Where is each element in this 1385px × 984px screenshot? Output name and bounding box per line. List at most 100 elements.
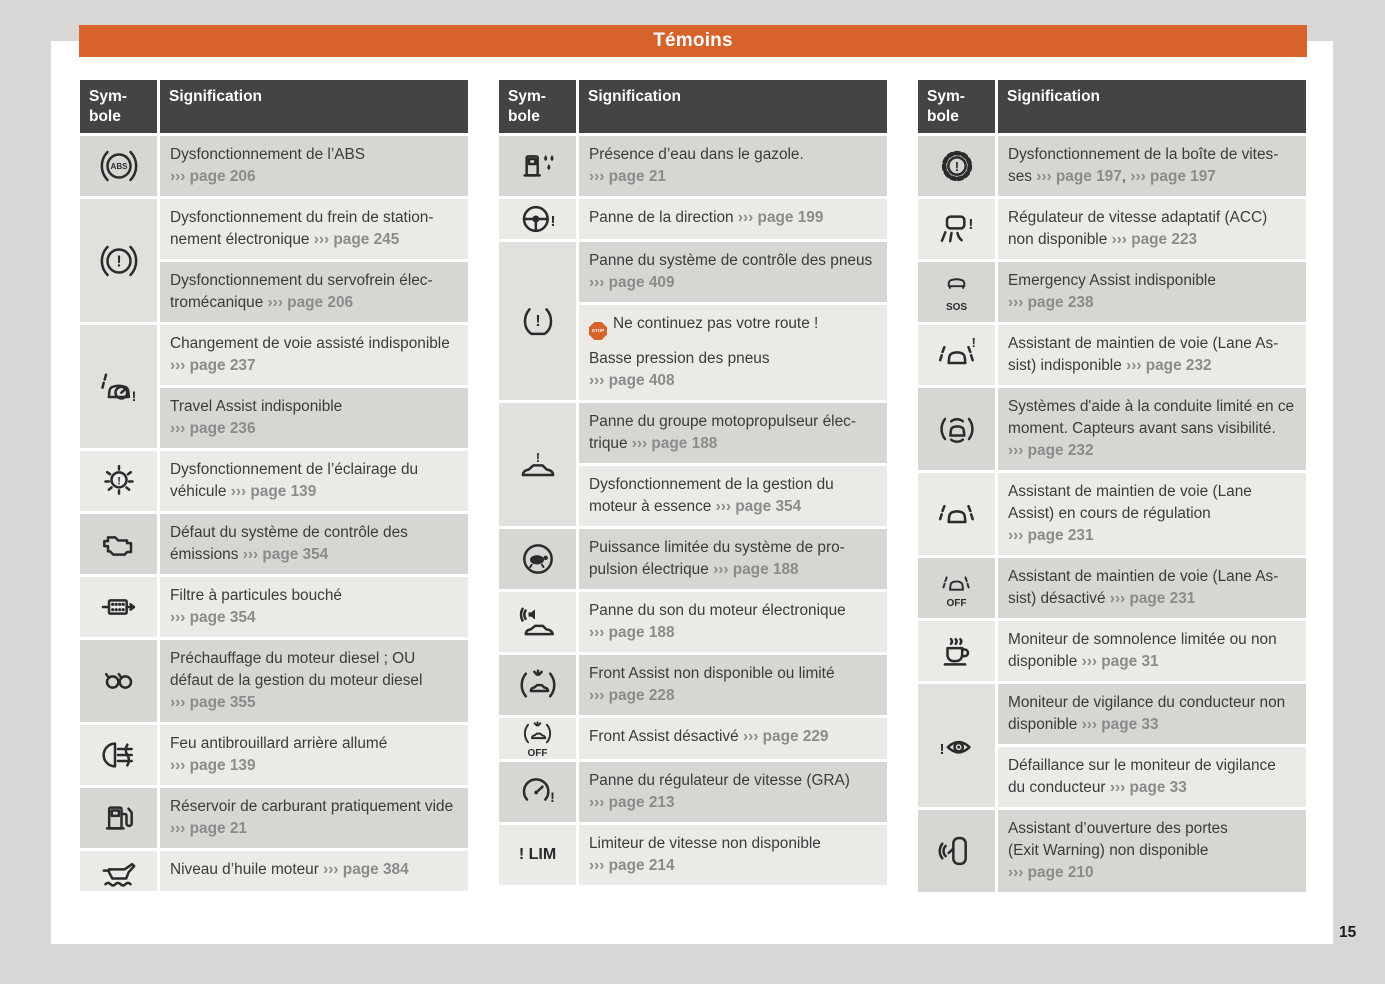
signification-cell: Dysfonctionnement du servofrein élec­tro… (160, 262, 468, 322)
description-text: Front Assist désactivé (589, 728, 743, 745)
page-reference: ››› page 384 (323, 861, 409, 878)
page-reference: ››› page 139 (170, 757, 256, 774)
rear-fog-light-icon (80, 725, 157, 785)
signification-cell: Dysfonctionnement du frein de station­ne… (160, 199, 468, 259)
svg-text:!: ! (968, 216, 973, 233)
signification-cell: Assistant de maintien de voie (Lane Assi… (998, 473, 1306, 555)
page-reference: ››› page 354 (242, 546, 329, 563)
signification-rows: Niveau d’huile moteur ››› page 384 (160, 851, 468, 891)
table-row: Systèmes d'aide à la conduite limité en … (918, 388, 1306, 470)
description-text: Moniteur de vigilance du conducteur non … (1008, 694, 1286, 733)
page-reference: ››› page 236 (170, 420, 256, 437)
description-text: Ne continuez pas votre route ! (613, 315, 819, 332)
power-limited-icon (499, 529, 576, 589)
table-row: ! Dysfonctionnement de l’éclairage du véh… (80, 451, 468, 511)
gearbox-fault-icon: ! (918, 136, 995, 196)
lane-change-assist-icon: ! (80, 325, 157, 448)
page-reference: ››› page 232 (1008, 442, 1094, 459)
page-reference: ››› page 21 (589, 168, 666, 185)
signification-rows: Panne de la direction ››› page 199 (579, 199, 887, 239)
table-row: ! Dysfonctionnement de la boîte de vites­… (918, 136, 1306, 196)
description-text: (Exit Warning) non disponible (1008, 842, 1209, 859)
signification-cell: Panne du régulateur de vitesse (GRA) ››› … (579, 762, 887, 822)
svg-text:!: ! (550, 213, 555, 230)
signification-cell: Dysfonctionnement de l’éclairage du véhi… (160, 451, 468, 511)
description-text: Changement de voie assisté indisponi­ble (170, 335, 450, 352)
description-text: Feu antibrouillard arrière allumé (170, 735, 388, 752)
table-header-row: Sym-bole Signification (499, 80, 887, 133)
table-row: Front Assist non disponible ou limité ›››… (499, 655, 887, 715)
svg-text:!: ! (116, 253, 121, 270)
table-header-row: Sym-bole Signification (80, 80, 468, 133)
signification-rows: Préchauffage du moteur diesel ; OU défau… (160, 640, 468, 722)
signification-rows: Front Assist désactivé ››› page 229 (579, 718, 887, 759)
signification-cell: Assistant de maintien de voie (Lane As­s… (998, 558, 1306, 618)
signification-rows: Puissance limitée du système de pro­puls… (579, 529, 887, 589)
table-header-row: Sym-bole Signification (918, 80, 1306, 133)
description-text: Panne de la direction (589, 209, 738, 226)
page-reference: ››› page 354 (170, 609, 256, 626)
page-reference: ››› page 206 (170, 168, 256, 185)
signification-cell: Moniteur de vigilance du conducteur non … (998, 684, 1306, 744)
svg-text:!: ! (971, 336, 975, 350)
signification-rows: Régulateur de vitesse adaptatif (ACC) no… (998, 199, 1306, 259)
front-assist-off-label: OFF (527, 748, 548, 759)
signification-rows: Panne du régulateur de vitesse (GRA) ››› … (579, 762, 887, 822)
page-reference: ››› page 188 (713, 561, 799, 578)
engine-emissions-icon (80, 514, 157, 574)
signification-rows: Présence d’eau dans le gazole. ››› page 2… (579, 136, 887, 196)
signification-rows: Emergency Assist indisponible ››› page 23… (998, 262, 1306, 322)
signification-cell: Panne du groupe motopropulseur élec­triq… (579, 403, 887, 463)
signification-rows: Moniteur de somnolence limitée ou non di… (998, 621, 1306, 681)
page-title: Témoins (79, 25, 1307, 57)
e-sound-fault-icon (499, 592, 576, 652)
signification-cell: Présence d’eau dans le gazole. ››› page 2… (579, 136, 887, 196)
symbol-table-3: Sym-bole Signification! Dysfonctionnement … (918, 80, 1306, 895)
page-reference: ››› page 237 (170, 357, 256, 374)
description-text: Panne du système de contrôle des pneus (589, 252, 873, 269)
tables: Sym-bole Signification ABS Dysfonctionnemen… (80, 80, 1306, 895)
drowsiness-monitor-icon (918, 621, 995, 681)
signification-cell: Défaut du système de contrôle des émissi… (160, 514, 468, 574)
description-text: Dysfonctionnement du servofrein élec­tro… (170, 272, 433, 311)
signification-rows: Dysfonctionnement de la boîte de vites­s… (998, 136, 1306, 196)
signification-cell: Défaillance sur le moniteur de vigilance… (998, 747, 1306, 807)
signification-rows: Front Assist non disponible ou limité ›››… (579, 655, 887, 715)
lane-assist-off-icon: OFF (918, 558, 995, 618)
table-row: ! Panne de la direction ››› page 199 (499, 199, 887, 239)
page-number: 15 (1339, 924, 1357, 941)
svg-text:!: ! (954, 159, 958, 174)
front-assist-off-icon: OFF (499, 718, 576, 759)
page-reference: ››› page 199 (737, 209, 824, 226)
signification-cell: Panne de la direction ››› page 199 (579, 199, 887, 239)
signification-cell: Travel Assist indisponible ››› page 236 (160, 388, 468, 448)
description-text: Dysfonctionnement de l’éclairage du véhi… (170, 461, 419, 500)
signification-cell: Puissance limitée du système de pro­puls… (579, 529, 887, 589)
table-row: Défaut du système de contrôle des émissi… (80, 514, 468, 574)
table-row: OFF Front Assist désactivé ››› page 229 (499, 718, 887, 759)
signification-rows: Moniteur de vigilance du conducteur non … (998, 684, 1306, 807)
signification-rows: Dysfonctionnement du frein de station­ne… (160, 199, 468, 322)
page-reference: ››› page 213 (589, 794, 675, 811)
speed-limiter-icon: ! LIM (499, 825, 576, 885)
svg-text:!: ! (550, 790, 555, 806)
svg-text:!: ! (535, 313, 540, 330)
signification-cell: Réservoir de carburant pratiquement vide… (160, 788, 468, 848)
page-reference: ››› page 210 (1008, 864, 1094, 881)
signification-cell: Dysfonctionnement de l’ABS ››› page 206 (160, 136, 468, 196)
signification-rows: Dysfonctionnement de l’éclairage du véhi… (160, 451, 468, 511)
assist-sensors-limited-icon (918, 388, 995, 470)
description-text: Dysfonctionnement du frein de station­ne… (170, 209, 434, 248)
emergency-assist-label: SOS (945, 301, 968, 313)
signification-cell: Dysfonctionnement de la boîte de vites­s… (998, 136, 1306, 196)
description-text: Emergency Assist indisponible (1008, 272, 1216, 289)
page-reference: ››› page 231 (1008, 527, 1094, 544)
page-reference: ››› page 232 (1126, 357, 1212, 374)
table-row: Feu antibrouillard arrière allumé ››› pag… (80, 725, 468, 785)
steering-fault-icon: ! (499, 199, 576, 239)
signification-cell: Filtre à particules bouché ››› page 354 (160, 577, 468, 637)
brake-warning-icon: ! (80, 199, 157, 322)
page-reference: ››› page 223 (1111, 231, 1198, 248)
signification-cell: Dysfonctionnement de la gestion du moteu… (579, 466, 887, 526)
signification-cell: Niveau d’huile moteur ››› page 384 (160, 851, 468, 891)
